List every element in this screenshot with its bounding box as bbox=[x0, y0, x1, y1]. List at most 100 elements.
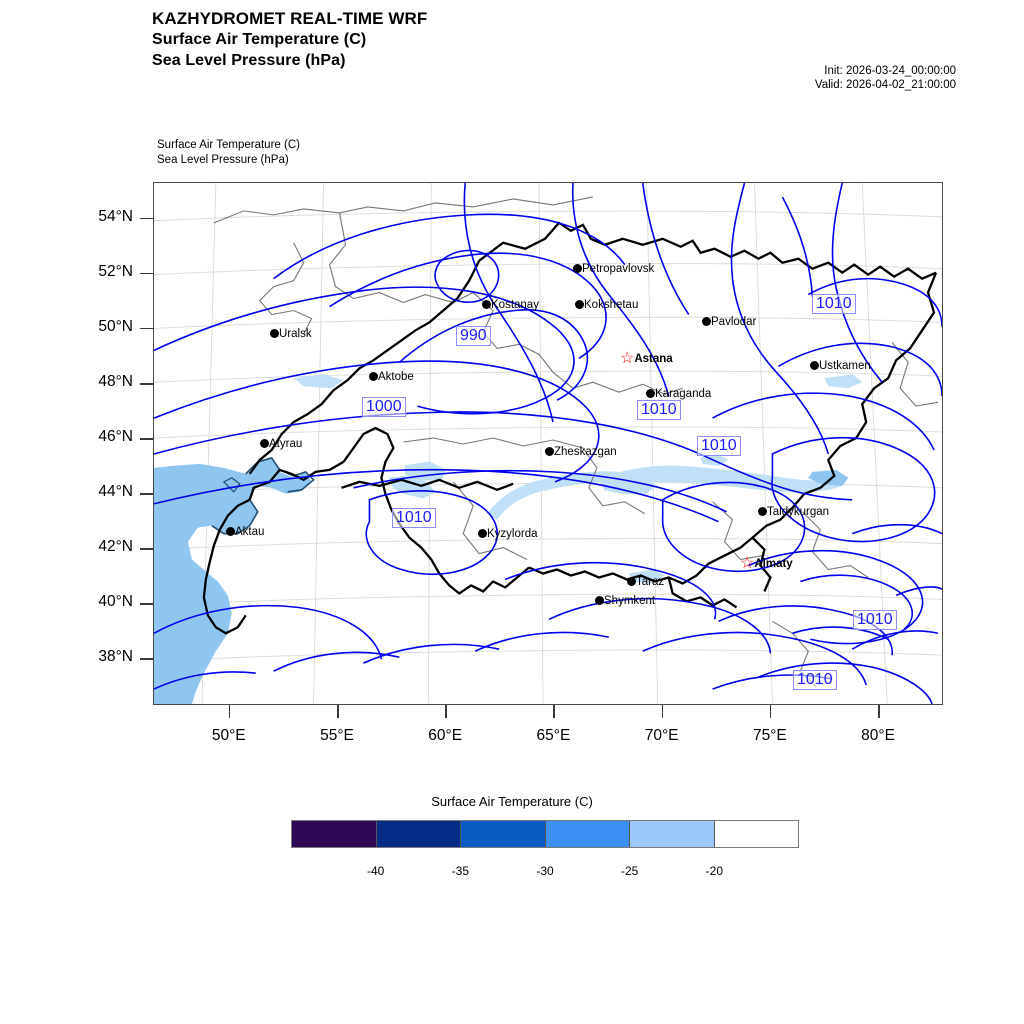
plot-caption-pressure: Sea Level Pressure (hPa) bbox=[157, 154, 289, 166]
capital-star-icon: ☆ bbox=[620, 350, 635, 367]
longitude-tick-label: 60°E bbox=[428, 727, 463, 744]
page-subtitle-temperature: Surface Air Temperature (C) bbox=[152, 31, 367, 48]
city-label: Almaty bbox=[754, 558, 793, 570]
city-label: Ustkamen bbox=[819, 360, 871, 372]
isobar-value-label: 1010 bbox=[392, 508, 436, 528]
city-marker-almaty[interactable]: ☆Almaty bbox=[740, 554, 793, 572]
city-marker-kostanay[interactable]: Kostanay bbox=[482, 295, 539, 313]
city-marker-kyzylorda[interactable]: Kyzylorda bbox=[478, 524, 538, 542]
city-dot-icon bbox=[270, 329, 279, 338]
page-subtitle-pressure: Sea Level Pressure (hPa) bbox=[152, 52, 346, 69]
city-label: Karaganda bbox=[655, 388, 712, 400]
city-dot-icon bbox=[369, 372, 378, 381]
city-marker-taraz[interactable]: Taraz bbox=[627, 572, 664, 590]
city-dot-icon bbox=[627, 577, 636, 586]
latitude-tick-mark bbox=[140, 437, 153, 440]
longitude-tick-label: 75°E bbox=[752, 727, 787, 744]
map-canvas[interactable] bbox=[153, 182, 943, 705]
city-marker-taldykurgan[interactable]: Taldykurgan bbox=[758, 502, 829, 520]
longitude-tick-label: 55°E bbox=[320, 727, 354, 744]
isobar-value-label: 1010 bbox=[793, 670, 837, 690]
colorbar-swatch[interactable] bbox=[460, 821, 545, 847]
colorbar-tick-label: -25 bbox=[620, 864, 639, 878]
city-label: Zheskazgan bbox=[554, 446, 617, 458]
lake-alakol bbox=[628, 569, 665, 584]
longitude-tick-mark bbox=[336, 705, 339, 718]
city-marker-petropavlovsk[interactable]: Petropavlovsk bbox=[573, 259, 654, 277]
city-label: Pavlodar bbox=[711, 316, 757, 328]
isobar-value-label: 1010 bbox=[853, 610, 897, 630]
plot-caption: Surface Air Temperature (C) Sea Level Pr… bbox=[157, 138, 300, 168]
colorbar-tick-label: -40 bbox=[366, 864, 385, 878]
city-marker-kokshetau[interactable]: Kokshetau bbox=[575, 295, 638, 313]
city-label: Shymkent bbox=[604, 595, 656, 607]
latitude-tick-label: 46°N bbox=[98, 427, 133, 445]
caspian-islet bbox=[222, 477, 241, 493]
city-dot-icon bbox=[595, 596, 604, 605]
city-dot-icon bbox=[260, 439, 269, 448]
city-dot-icon bbox=[758, 507, 767, 516]
city-label: Petropavlovsk bbox=[582, 263, 655, 275]
region-borders bbox=[213, 196, 939, 688]
header-block: KAZHYDROMET REAL-TIME WRF Surface Air Te… bbox=[152, 8, 427, 71]
colorbar-swatch[interactable] bbox=[375, 821, 460, 847]
longitude-tick-mark bbox=[445, 705, 447, 718]
city-dot-icon bbox=[646, 389, 655, 398]
latitude-tick-mark bbox=[140, 272, 153, 275]
longitude-tick-mark bbox=[769, 705, 772, 718]
city-label: Kokshetau bbox=[584, 299, 639, 311]
city-marker-shymkent[interactable]: Shymkent bbox=[595, 591, 655, 609]
city-marker-uralsk[interactable]: Uralsk bbox=[270, 324, 312, 342]
city-dot-icon bbox=[478, 529, 487, 538]
city-marker-ustkamen[interactable]: Ustkamen bbox=[810, 356, 871, 374]
city-dot-icon bbox=[575, 300, 584, 309]
city-label: Atyrau bbox=[269, 438, 303, 450]
city-label: Kyzylorda bbox=[487, 528, 538, 540]
isobar-value-label: 1010 bbox=[812, 294, 856, 314]
isobar-value-label: 1010 bbox=[697, 436, 741, 456]
city-dot-icon bbox=[545, 447, 554, 456]
latitude-tick-mark bbox=[140, 217, 153, 220]
latitude-tick-mark bbox=[140, 658, 153, 660]
latitude-tick-mark bbox=[140, 548, 153, 550]
longitude-tick-label: 50°E bbox=[211, 727, 246, 744]
colorbar-tick-label: -30 bbox=[536, 864, 554, 878]
city-label: Astana bbox=[634, 353, 673, 365]
city-dot-icon bbox=[482, 300, 491, 309]
city-marker-karaganda[interactable]: Karaganda bbox=[646, 384, 711, 402]
country-borders bbox=[202, 221, 938, 635]
latitude-tick-mark bbox=[140, 382, 153, 385]
colorbar-swatch[interactable] bbox=[292, 821, 376, 847]
latitude-tick-label: 44°N bbox=[98, 483, 133, 501]
longitude-tick-label: 80°E bbox=[861, 727, 895, 744]
colorbar-swatch[interactable] bbox=[629, 821, 714, 847]
latitude-tick-label: 40°N bbox=[98, 593, 133, 611]
longitude-tick-mark bbox=[228, 705, 231, 718]
longitude-tick-mark bbox=[878, 705, 880, 718]
colorbar-tick-label: -20 bbox=[705, 864, 723, 878]
colorbar-swatch[interactable] bbox=[713, 821, 798, 847]
city-marker-astana[interactable]: ☆Astana bbox=[620, 349, 673, 367]
city-label: Aktau bbox=[235, 526, 265, 538]
city-marker-atyrau[interactable]: Atyrau bbox=[260, 434, 302, 452]
city-marker-pavlodar[interactable]: Pavlodar bbox=[702, 312, 756, 330]
latitude-tick-label: 48°N bbox=[98, 372, 133, 390]
city-dot-icon bbox=[226, 527, 235, 536]
isobar-contours bbox=[154, 183, 942, 704]
latitude-tick-mark bbox=[140, 493, 153, 495]
colorbar[interactable] bbox=[291, 820, 799, 848]
isobar-value-label: 1000 bbox=[362, 397, 406, 417]
init-time-label: Init: 2026-03-24_00:00:00 bbox=[824, 65, 956, 77]
latitude-tick-label: 54°N bbox=[98, 207, 133, 225]
caspian-sea bbox=[154, 457, 280, 704]
city-marker-aktobe[interactable]: Aktobe bbox=[369, 367, 414, 385]
city-marker-zheskazgan[interactable]: Zheskazgan bbox=[545, 442, 617, 460]
city-marker-aktau[interactable]: Aktau bbox=[226, 522, 264, 540]
valid-time-label: Valid: 2026-04-02_21:00:00 bbox=[814, 79, 956, 91]
city-label: Taldykurgan bbox=[767, 506, 830, 518]
colorbar-swatch[interactable] bbox=[544, 821, 629, 847]
plot-caption-temperature: Surface Air Temperature (C) bbox=[157, 139, 300, 151]
colorbar-title: Surface Air Temperature (C) bbox=[431, 794, 593, 809]
page-title: KAZHYDROMET REAL-TIME WRF bbox=[152, 9, 428, 28]
caspian-north-shelf bbox=[249, 467, 312, 494]
